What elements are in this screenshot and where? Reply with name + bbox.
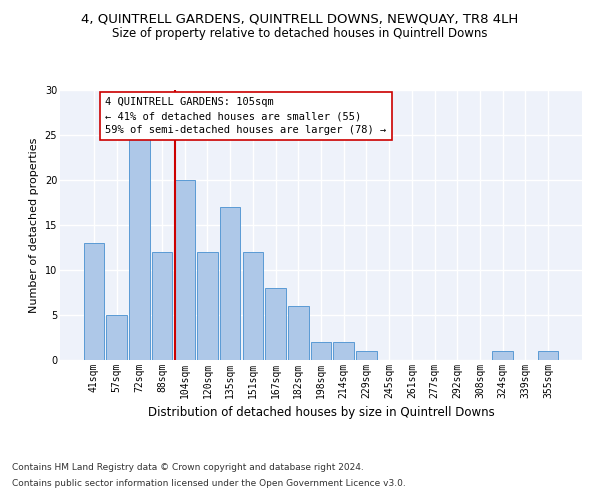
Bar [129,135,149,360]
Bar [265,288,286,360]
Bar [242,252,263,360]
Y-axis label: Number of detached properties: Number of detached properties [29,138,39,312]
Text: Contains HM Land Registry data © Crown copyright and database right 2024.: Contains HM Land Registry data © Crown c… [12,464,364,472]
Text: Contains public sector information licensed under the Open Government Licence v3: Contains public sector information licen… [12,478,406,488]
Bar [175,180,195,360]
Bar [220,207,241,360]
Bar [106,315,127,360]
Text: Size of property relative to detached houses in Quintrell Downs: Size of property relative to detached ho… [112,28,488,40]
Bar [311,342,331,360]
Bar [288,306,308,360]
Bar [152,252,172,360]
X-axis label: Distribution of detached houses by size in Quintrell Downs: Distribution of detached houses by size … [148,406,494,420]
Bar [493,351,513,360]
Bar [356,351,377,360]
Bar [84,243,104,360]
Text: 4, QUINTRELL GARDENS, QUINTRELL DOWNS, NEWQUAY, TR8 4LH: 4, QUINTRELL GARDENS, QUINTRELL DOWNS, N… [82,12,518,26]
Bar [538,351,558,360]
Text: 4 QUINTRELL GARDENS: 105sqm
← 41% of detached houses are smaller (55)
59% of sem: 4 QUINTRELL GARDENS: 105sqm ← 41% of det… [105,97,386,135]
Bar [197,252,218,360]
Bar [334,342,354,360]
